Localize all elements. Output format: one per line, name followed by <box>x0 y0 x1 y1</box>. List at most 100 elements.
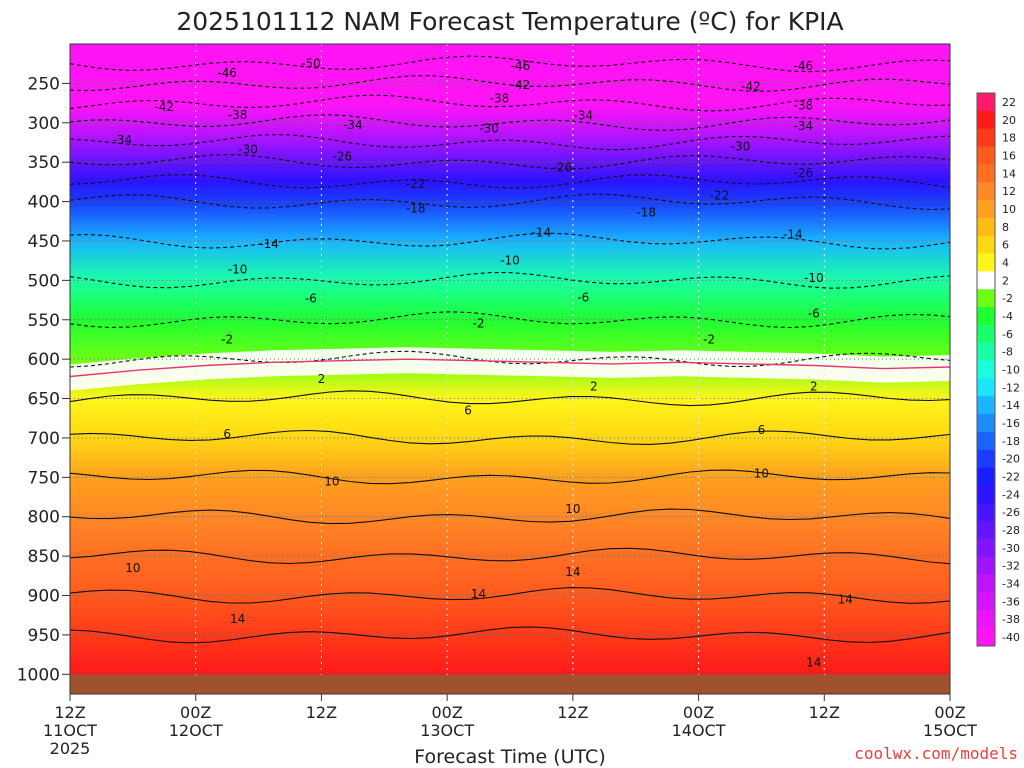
y-tick-label: 400 <box>28 193 60 213</box>
colorbar-swatch <box>977 431 995 451</box>
isotherm-line <box>70 134 950 151</box>
colorbar-label: -12 <box>1002 381 1020 394</box>
colorbar-swatch <box>977 592 995 611</box>
contour-label: -10 <box>500 254 520 268</box>
contour-label: -18 <box>406 202 426 216</box>
isotherm-line <box>70 469 950 485</box>
isotherm-line <box>70 75 950 92</box>
isotherm-line <box>70 174 950 189</box>
contour-label: -34 <box>574 109 594 123</box>
contour-label: -38 <box>794 98 814 112</box>
colorbar-label: -24 <box>1002 488 1020 501</box>
colorbar-swatch <box>977 574 995 593</box>
colorbar-swatch <box>977 128 995 148</box>
isotherm-line <box>70 587 950 604</box>
colorbar-swatch <box>977 360 995 379</box>
colorbar-swatch <box>977 253 995 272</box>
colorbar-swatch <box>977 271 995 290</box>
watermark-text: coolwx.com/models <box>854 744 1018 763</box>
x-tick-time: 00Z <box>683 703 714 722</box>
y-tick-label: 950 <box>28 626 60 646</box>
x-tick-time: 12Z <box>557 703 588 722</box>
colorbar-label: -22 <box>1002 471 1020 484</box>
colorbar-label: -10 <box>1002 364 1020 377</box>
colorbar-label: 22 <box>1002 96 1016 109</box>
colorbar-frame <box>976 92 996 647</box>
colorbar-swatch <box>977 503 995 522</box>
isotherm-line <box>70 153 950 170</box>
contour-label: -22 <box>406 177 426 191</box>
colorbar-swatch <box>977 217 995 237</box>
isotherm-line <box>70 429 950 445</box>
colorbar-label: 8 <box>1002 221 1009 234</box>
plot-frame <box>69 43 951 695</box>
contour-label: 10 <box>125 561 140 575</box>
y-tick-label: 1000 <box>17 665 60 685</box>
colorbar-label: -36 <box>1002 595 1020 608</box>
chart-title: 2025101112 NAM Forecast Temperature (ºC)… <box>176 7 843 36</box>
isotherm-line <box>70 193 950 211</box>
x-tick-time: 00Z <box>180 703 211 722</box>
ground-surface <box>70 675 950 694</box>
x-tick-time: 12Z <box>306 703 337 722</box>
isotherm-line <box>70 350 950 368</box>
isotherm-line <box>70 508 950 525</box>
contour-label: -26 <box>333 150 353 164</box>
colorbar-label: 14 <box>1002 167 1016 180</box>
isotherm-line <box>70 272 950 289</box>
y-tick-label: 700 <box>28 429 60 449</box>
colorbar-swatch <box>977 378 995 397</box>
x-tick-time: 00Z <box>934 703 965 722</box>
colorbar-label: -6 <box>1002 328 1013 341</box>
contour-label: -2 <box>703 332 715 346</box>
colorbar-label: -14 <box>1002 399 1020 412</box>
colorbar-label: -32 <box>1002 560 1020 573</box>
contour-label: -26 <box>553 161 573 175</box>
plot-area: -50-46-46 -46-42-42 -42-38-38-38-34-34-34-… <box>70 44 950 694</box>
freezing-level-line <box>70 358 950 378</box>
y-tick-label: 850 <box>28 547 60 567</box>
contour-label: -30 <box>238 143 258 157</box>
grid-lines <box>70 44 950 694</box>
contour-label: -26 <box>794 166 814 180</box>
colorbar-label: -38 <box>1002 613 1020 626</box>
contour-label: -2 <box>221 332 233 346</box>
colorbar-label: -16 <box>1002 417 1020 430</box>
colorbar-swatch <box>977 538 995 558</box>
contour-label: 14 <box>230 612 245 626</box>
isotherm-line <box>70 55 950 73</box>
y-tick-label: 550 <box>28 311 60 331</box>
contour-label: 14 <box>565 565 580 579</box>
contour-label: 10 <box>565 502 580 516</box>
y-tick-label: 350 <box>28 153 60 173</box>
colorbar-label: -2 <box>1002 292 1013 305</box>
contour-label: -34 <box>343 118 363 132</box>
colorbar-swatch <box>977 307 995 326</box>
colorbar-swatch <box>977 414 995 433</box>
colorbar-label: -18 <box>1002 435 1020 448</box>
contour-label: -10 <box>228 262 248 276</box>
contour-label: -46 <box>794 59 814 73</box>
colorbar-label: 6 <box>1002 239 1009 252</box>
y-tick-label: 250 <box>28 74 60 94</box>
colorbar-label: -28 <box>1002 524 1020 537</box>
isotherm-line <box>70 626 950 644</box>
contour-label: 10 <box>324 474 339 488</box>
x-tick-time: 00Z <box>431 703 462 722</box>
contour-label: 2 <box>318 372 326 386</box>
colorbar-swatch <box>977 146 995 165</box>
colorbar-swatch <box>977 467 995 486</box>
colorbar-swatch <box>977 485 995 504</box>
contour-label: 2 <box>590 380 598 394</box>
y-tick-label: 750 <box>28 468 60 488</box>
contour-label: 6 <box>758 423 766 437</box>
colorbar-swatch <box>977 449 995 469</box>
colorbar-label: -8 <box>1002 346 1013 359</box>
contour-label: -38 <box>490 91 510 105</box>
contour-label: -14 <box>783 228 803 242</box>
colorbar-swatch <box>977 235 995 255</box>
colorbar-swatch <box>977 164 995 183</box>
contour-label: 2 <box>810 380 818 394</box>
contour-label: 14 <box>471 587 486 601</box>
